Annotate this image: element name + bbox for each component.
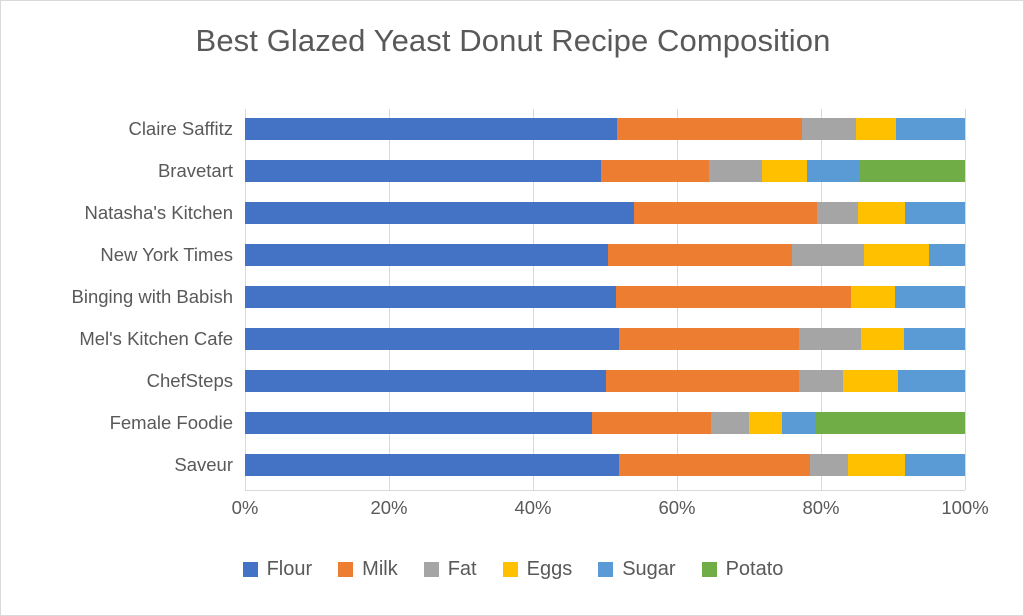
bar-segment-eggs[interactable] <box>847 454 906 476</box>
x-axis-tick-label: 40% <box>514 497 552 518</box>
bar-segment-fat[interactable] <box>710 412 749 434</box>
bar-segment-sugar[interactable] <box>929 244 965 266</box>
y-axis-label: Mel's Kitchen Cafe <box>79 328 233 349</box>
legend-item-fat[interactable]: Fat <box>423 558 477 581</box>
bar-segment-flour[interactable] <box>245 412 593 434</box>
legend-item-milk[interactable]: Milk <box>338 558 398 581</box>
bar-segment-sugar[interactable] <box>895 118 965 140</box>
bar-segment-flour[interactable] <box>245 286 616 308</box>
bar-segment-flour[interactable] <box>245 328 619 350</box>
legend-swatch-icon <box>242 562 258 577</box>
bar-segment-eggs[interactable] <box>861 328 904 350</box>
chart-title: Best Glazed Yeast Donut Recipe Compositi… <box>195 23 831 58</box>
bar-row[interactable] <box>245 160 965 182</box>
legend-label: Eggs <box>526 558 573 580</box>
plot-area <box>245 109 966 491</box>
bar-segment-milk[interactable] <box>618 454 811 476</box>
legend-item-eggs[interactable]: Eggs <box>502 558 573 581</box>
bar-row[interactable] <box>245 286 965 308</box>
legend-item-flour[interactable]: Flour <box>242 558 313 581</box>
legend-label: Potato <box>725 558 784 580</box>
bar-segment-flour[interactable] <box>245 454 619 476</box>
x-axis-tick-label: 0% <box>231 497 259 518</box>
bar-row[interactable] <box>245 412 965 434</box>
x-axis-line <box>245 490 965 491</box>
y-axis-label: Bravetart <box>157 160 233 181</box>
y-axis-label: ChefSteps <box>146 370 233 391</box>
bar-segment-eggs[interactable] <box>843 370 899 392</box>
gridline-100% <box>965 109 966 490</box>
y-axis-label: Natasha's Kitchen <box>84 202 233 223</box>
legend-item-sugar[interactable]: Sugar <box>598 558 676 581</box>
bar-segment-milk[interactable] <box>617 118 803 140</box>
y-axis-label: New York Times <box>100 244 233 265</box>
bar-segment-potato[interactable] <box>859 160 965 182</box>
legend-swatch-icon <box>423 562 439 577</box>
bar-segment-sugar[interactable] <box>806 160 860 182</box>
x-axis-tick-label: 100% <box>941 497 989 518</box>
bar-segment-milk[interactable] <box>615 286 852 308</box>
bar-segment-flour[interactable] <box>245 118 618 140</box>
y-axis-label: Saveur <box>174 454 233 475</box>
bar-segment-sugar[interactable] <box>898 370 965 392</box>
bar-segment-fat[interactable] <box>802 118 857 140</box>
legend-swatch-icon <box>338 562 354 577</box>
bar-segment-sugar[interactable] <box>905 202 965 224</box>
bar-segment-potato[interactable] <box>815 412 965 434</box>
x-axis-tick-labels: 0% 20% 40% 60% 80% 100% <box>232 497 989 527</box>
legend-swatch-icon <box>598 562 614 577</box>
chart-legend: Flour Milk Fat Eggs Sugar Potato <box>1 558 1023 581</box>
bar-row[interactable] <box>245 454 965 476</box>
bar-segment-milk[interactable] <box>600 160 709 182</box>
bar-segment-milk[interactable] <box>605 370 799 392</box>
bar-segment-sugar[interactable] <box>782 412 816 434</box>
bar-segment-sugar[interactable] <box>903 328 965 350</box>
bar-segment-milk[interactable] <box>633 202 817 224</box>
legend-swatch-icon <box>701 562 717 577</box>
y-axis-label: Binging with Babish <box>71 286 233 307</box>
bar-row[interactable] <box>245 244 965 266</box>
x-axis-tick-label: 20% <box>370 497 408 518</box>
bar-segment-fat[interactable] <box>708 160 762 182</box>
bar-segment-eggs[interactable] <box>857 202 906 224</box>
y-axis-label: Claire Saffitz <box>128 118 233 139</box>
bar-segment-flour[interactable] <box>245 202 634 224</box>
bar-segment-milk[interactable] <box>607 244 793 266</box>
bar-segment-fat[interactable] <box>810 454 848 476</box>
bar-segment-eggs[interactable] <box>864 244 929 266</box>
bar-segment-fat[interactable] <box>792 244 865 266</box>
bar-segment-eggs[interactable] <box>749 412 783 434</box>
bar-segment-flour[interactable] <box>245 244 608 266</box>
bar-segment-flour[interactable] <box>245 370 606 392</box>
legend-label: Sugar <box>622 558 676 580</box>
bar-segment-milk[interactable] <box>592 412 711 434</box>
bar-series-group <box>245 109 965 490</box>
bar-row[interactable] <box>245 202 965 224</box>
bar-segment-eggs[interactable] <box>851 286 896 308</box>
legend-label: Fat <box>447 558 477 580</box>
bar-segment-eggs[interactable] <box>856 118 896 140</box>
legend-label: Milk <box>362 558 398 580</box>
y-axis-category-labels: Claire Saffitz Bravetart Natasha's Kitchen… <box>1 109 233 490</box>
bar-row[interactable] <box>245 370 965 392</box>
bar-segment-sugar[interactable] <box>895 286 965 308</box>
bar-segment-fat[interactable] <box>798 370 844 392</box>
bar-segment-milk[interactable] <box>618 328 799 350</box>
bar-segment-fat[interactable] <box>798 328 862 350</box>
bar-segment-eggs[interactable] <box>761 160 807 182</box>
bar-row[interactable] <box>245 118 965 140</box>
bar-segment-flour[interactable] <box>245 160 601 182</box>
legend-item-potato[interactable]: Potato <box>701 558 784 581</box>
y-axis-label: Female Foodie <box>109 412 233 433</box>
x-axis-tick-label: 60% <box>658 497 696 518</box>
legend-swatch-icon <box>502 562 518 577</box>
bar-row[interactable] <box>245 328 965 350</box>
x-axis-tick-label: 80% <box>802 497 840 518</box>
bar-segment-fat[interactable] <box>816 202 858 224</box>
bar-segment-sugar[interactable] <box>905 454 965 476</box>
legend-label: Flour <box>266 558 313 580</box>
